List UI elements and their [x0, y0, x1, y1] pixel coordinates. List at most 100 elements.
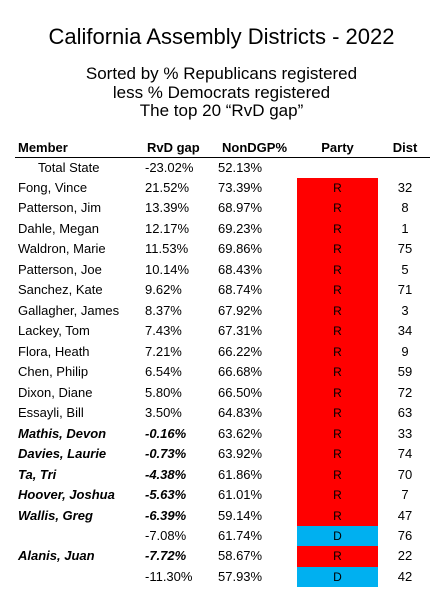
rvd-gap: 13.39% [145, 200, 190, 216]
nondgp-pct: 66.68% [218, 364, 263, 380]
district: 5 [401, 261, 409, 277]
nondgp-pct: 66.22% [218, 343, 263, 359]
rvd-gap: -0.73% [145, 446, 187, 462]
member-name: Waldron, Marie [18, 241, 106, 257]
district: 47 [397, 507, 413, 523]
nondgp-pct: 61.01% [218, 487, 263, 503]
member-name: Flora, Heath [18, 343, 90, 359]
party-cell: R [297, 280, 378, 301]
member-name: Chen, Philip [18, 364, 89, 380]
district: 7 [401, 487, 409, 503]
nondgp-pct: 69.23% [218, 220, 263, 236]
party-cell: R [297, 300, 378, 322]
nondgp-pct: 68.97% [218, 200, 263, 216]
subtitle-line: less % Democrats registered [112, 83, 331, 102]
nondgp-pct: 66.50% [218, 384, 263, 400]
rvd-gap: 11.53% [145, 241, 189, 257]
rvd-gap: 10.14% [145, 261, 190, 277]
district: 76 [397, 527, 413, 543]
member-name: Hoover, Joshua [18, 487, 115, 503]
party-cell: R [297, 444, 378, 465]
nondgp-pct: 61.74% [218, 527, 263, 543]
district: 74 [397, 446, 413, 462]
rvd-gap: 9.62% [145, 282, 182, 298]
district: 8 [401, 200, 409, 216]
member-name: Dahle, Megan [18, 220, 99, 236]
party-cell: R [297, 239, 378, 260]
nondgp-pct: 64.83% [218, 405, 263, 421]
member-name: Ta, Tri [18, 466, 57, 482]
nondgp-pct: 68.74% [218, 282, 263, 298]
member-name: Patterson, Jim [18, 200, 102, 216]
column-header: RvD gap [147, 140, 200, 155]
party-cell: D [297, 525, 378, 547]
member-name: Davies, Laurie [18, 446, 107, 462]
total-gap: -23.02% [145, 160, 194, 175]
column-header: Dist [392, 140, 418, 155]
party-cell: R [297, 362, 378, 383]
nondgp-pct: 68.43% [218, 261, 263, 277]
column-header: NonDGP% [222, 140, 287, 155]
nondgp-pct: 63.62% [218, 425, 263, 441]
rvd-gap: 5.80% [145, 384, 182, 400]
party-cell: R [297, 423, 378, 445]
rvd-gap: 8.37% [145, 302, 182, 318]
rvd-gap: -0.16% [145, 425, 187, 441]
nondgp-pct: 67.31% [218, 323, 263, 339]
party-cell: R [297, 464, 378, 486]
district: 9 [401, 343, 409, 359]
party-cell: R [297, 546, 378, 567]
district: 22 [397, 548, 413, 564]
column-header: Party [321, 140, 354, 155]
column-header: Member [18, 140, 68, 155]
district: 3 [401, 302, 409, 318]
nondgp-pct: 63.92% [218, 446, 263, 462]
subtitle-line: The top 20 “RvD gap” [139, 101, 304, 120]
rvd-gap: -6.39% [145, 507, 187, 523]
rvd-gap: 12.17% [145, 220, 190, 236]
party-cell: R [297, 505, 378, 527]
rvd-gap: 7.21% [145, 343, 182, 359]
district: 72 [397, 384, 413, 400]
nondgp-pct: 59.14% [218, 507, 263, 523]
party-cell: R [297, 218, 378, 240]
title: California Assembly Districts - 2022 [48, 24, 395, 49]
district: 59 [397, 364, 413, 380]
rvd-gap: -4.38% [145, 466, 187, 482]
district: 1 [401, 220, 409, 236]
district: 63 [397, 405, 413, 421]
member-name: Fong, Vince [18, 180, 88, 195]
member-name: Gallagher, James [18, 302, 120, 318]
nondgp-pct: 73.39% [218, 180, 263, 195]
nondgp-pct: 57.93% [218, 568, 263, 584]
nondgp-pct: 61.86% [218, 466, 263, 482]
district: 70 [397, 466, 413, 482]
member-name: Patterson, Joe [18, 261, 102, 277]
rvd-gap: 21.52% [145, 180, 190, 195]
rvd-gap: 7.43% [145, 323, 182, 339]
nondgp-pct: 69.86% [218, 241, 263, 257]
party-cell: R [297, 403, 378, 424]
party-cell: D [297, 566, 378, 588]
district: 42 [397, 568, 413, 584]
total-nondgp: 52.13% [218, 160, 263, 175]
rvd-gap: -5.63% [145, 487, 187, 503]
party-cell: R [297, 178, 378, 199]
party-cell: R [297, 382, 378, 404]
rvd-gap: -7.08% [145, 527, 187, 543]
party-cell: R [297, 321, 378, 342]
member-name: Essayli, Bill [18, 405, 84, 421]
header-rule [15, 157, 430, 158]
district: 33 [397, 425, 413, 441]
member-name: Mathis, Devon [18, 425, 107, 441]
district: 34 [397, 323, 413, 339]
rvd-gap: 6.54% [145, 364, 182, 380]
district: 71 [397, 282, 413, 298]
rvd-gap: -11.30% [145, 568, 193, 584]
party-cell: R [297, 198, 378, 219]
member-name: Lackey, Tom [18, 323, 90, 339]
nondgp-pct: 58.67% [218, 548, 263, 564]
party-cell: R [297, 485, 378, 506]
nondgp-pct: 67.92% [218, 302, 263, 318]
